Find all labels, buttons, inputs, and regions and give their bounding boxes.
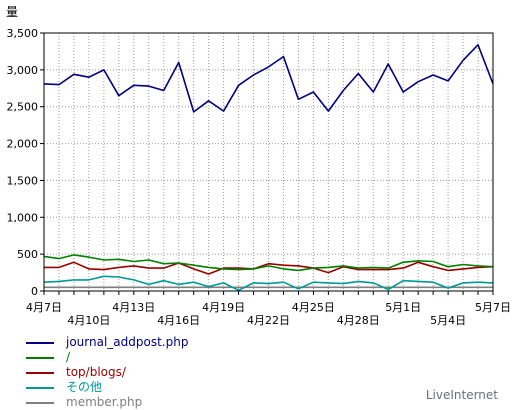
series-lines [43,43,494,292]
y-tick-label: 2,000 [7,138,39,151]
y-tick-label: 500 [17,248,38,261]
x-tick-label: 4月16日 [157,314,200,327]
legend-item: / [26,350,326,365]
legend-swatch [26,402,54,404]
x-tick-label: 4月10日 [67,314,110,327]
legend-swatch [26,342,54,344]
x-tick-label: 4月19日 [202,301,245,314]
x-tick-label: 5月7日 [475,301,511,314]
legend-swatch [26,372,54,374]
series-line [43,275,494,292]
y-tick-label: 3,500 [7,27,39,40]
gridlines [44,32,493,291]
series-line [44,261,494,275]
x-tick-label: 4月22日 [247,314,290,327]
legend-swatch [26,357,54,359]
legend-item: top/blogs/ [26,365,326,380]
legend: journal_addpost.php / top/blogs/その他 member.… [26,335,326,410]
series-line [43,254,494,272]
x-tick-label: 4月28日 [337,314,380,327]
credit-text: LiveInternet [425,388,498,402]
y-tick-label: 3,000 [7,64,39,77]
y-tick-label: 1,000 [7,211,39,224]
y-axis-title: 量 [6,5,18,19]
legend-item: journal_addpost.php [26,335,326,350]
x-tick-label: 4月13日 [112,301,155,314]
series-line [43,43,494,113]
y-tick-label: 0 [31,285,38,298]
y-tick-label: 1,500 [7,174,39,187]
legend-label: top/blogs/ [66,365,126,379]
y-axis: 0 500 1,000 1,500 2,000 2,500 3,000 3,500 [7,27,44,298]
legend-label: member.php [66,395,143,409]
legend-label: その他 [66,380,103,394]
legend-label: / [66,350,71,364]
x-tick-label: 5月4日 [430,314,466,327]
x-tick-label: 4月25日 [292,301,335,314]
legend-label: journal_addpost.php [66,335,189,349]
x-tick-label: 4月7日 [26,301,62,314]
x-tick-label: 5月1日 [385,301,421,314]
legend-item: その他 [26,380,326,395]
y-tick-label: 2,500 [7,101,39,114]
legend-swatch [26,387,54,389]
legend-item: member.php [26,395,326,410]
